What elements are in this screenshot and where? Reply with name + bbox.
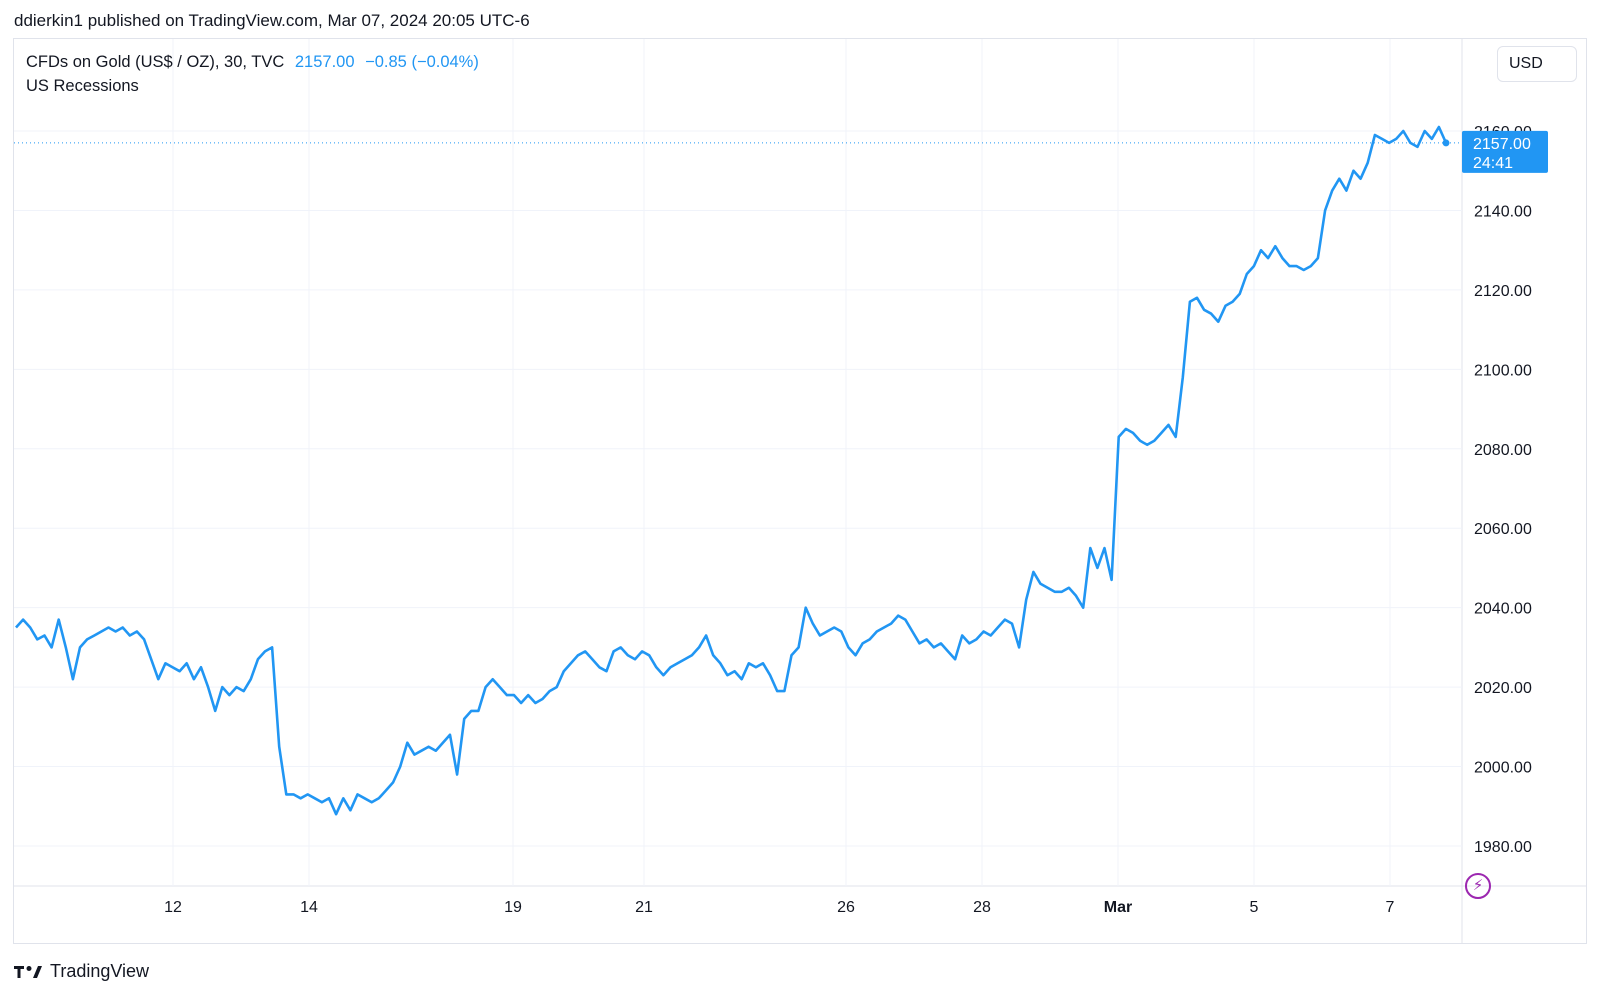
x-tick-label: 19 — [504, 899, 522, 916]
chart-frame[interactable] — [13, 38, 1587, 944]
x-tick-label: 28 — [973, 899, 991, 916]
y-tick-label: 2140.00 — [1474, 203, 1532, 220]
y-tick-label: 2020.00 — [1474, 680, 1532, 697]
tradingview-logo: TradingView — [14, 961, 149, 982]
x-tick-label: 7 — [1386, 899, 1395, 916]
countdown-label: 24:41 — [1473, 155, 1513, 172]
price-series-line[interactable] — [15, 125, 1448, 816]
symbol-title[interactable]: CFDs on Gold (US$ / OZ), 30, TVC — [26, 53, 285, 71]
tradingview-logo-icon — [14, 965, 42, 978]
legend-change: −0.85 (−0.04%) — [365, 53, 479, 71]
lightning-icon[interactable]: ⚡ — [1465, 873, 1491, 899]
x-tick-label: 21 — [635, 899, 653, 916]
y-tick-label: 2080.00 — [1474, 442, 1532, 459]
y-tick-label: 2060.00 — [1474, 521, 1532, 538]
published-caption: ddierkin1 published on TradingView.com, … — [14, 11, 530, 30]
chart-legend: CFDs on Gold (US$ / OZ), 30, TVC 2157.00… — [26, 50, 479, 98]
legend-price: 2157.00 — [294, 53, 355, 71]
x-tick-label: 14 — [300, 899, 318, 916]
brand-name: TradingView — [50, 961, 150, 981]
indicator-us-recessions[interactable]: US Recessions — [26, 77, 139, 95]
x-tick-label: 26 — [837, 899, 855, 916]
last-price-label: 2157.00 — [1473, 136, 1531, 153]
last-price-dot — [1442, 139, 1450, 147]
y-tick-label: 2120.00 — [1474, 283, 1532, 300]
last-price-label-bg — [1462, 130, 1548, 173]
currency-button[interactable]: USD — [1497, 46, 1577, 82]
x-tick-label: 5 — [1250, 899, 1259, 916]
y-tick-label: 2100.00 — [1474, 362, 1532, 379]
y-tick-label: 2040.00 — [1474, 601, 1532, 618]
y-tick-label: 2000.00 — [1474, 760, 1532, 777]
y-tick-label: 1980.00 — [1474, 839, 1532, 856]
x-tick-label: 12 — [164, 899, 182, 916]
x-tick-label: Mar — [1104, 899, 1132, 916]
